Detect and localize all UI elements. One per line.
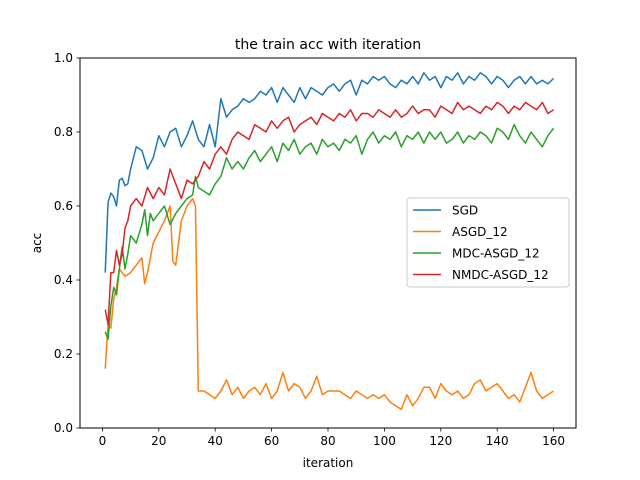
x-tick-label: 120 <box>429 434 452 448</box>
y-tick-label: 0.4 <box>54 273 73 287</box>
y-tick-label: 0.2 <box>54 347 73 361</box>
x-axis-ticks: 0 20 40 60 80 100 120 140 160 <box>99 428 565 448</box>
y-tick-label: 1.0 <box>54 51 73 65</box>
series-line-2 <box>104 197 554 411</box>
x-tick-label: 100 <box>373 434 396 448</box>
y-tick-label: 0.8 <box>54 125 73 139</box>
y-axis-ticks: 0.0 0.2 0.4 0.6 0.8 1.0 <box>54 51 80 435</box>
x-tick-label: 80 <box>320 434 335 448</box>
plot-lines <box>104 72 555 411</box>
y-tick-label: 0.0 <box>54 421 73 435</box>
series-line-4 <box>104 101 554 326</box>
legend: SGD ASGD_12 MDC-ASGD_12 NMDC-ASGD_12 <box>406 197 570 288</box>
x-tick-label: 160 <box>542 434 565 448</box>
y-axis-label: acc <box>30 233 44 254</box>
x-tick-label: 0 <box>99 434 107 448</box>
x-tick-label: 20 <box>151 434 166 448</box>
series-line-3 <box>104 123 555 340</box>
x-tick-label: 140 <box>486 434 509 448</box>
legend-label: MDC-ASGD_12 <box>452 247 540 261</box>
legend-label: NMDC-ASGD_12 <box>452 268 549 282</box>
series-line-1 <box>104 72 555 273</box>
y-tick-label: 0.6 <box>54 199 73 213</box>
x-tick-label: 40 <box>208 434 223 448</box>
legend-label: ASGD_12 <box>452 225 508 239</box>
x-tick-label: 60 <box>264 434 279 448</box>
legend-label: SGD <box>452 204 478 218</box>
x-axis-label: iteration <box>303 456 354 470</box>
chart-title: the train acc with iteration <box>235 37 421 53</box>
legend-box <box>406 197 570 288</box>
